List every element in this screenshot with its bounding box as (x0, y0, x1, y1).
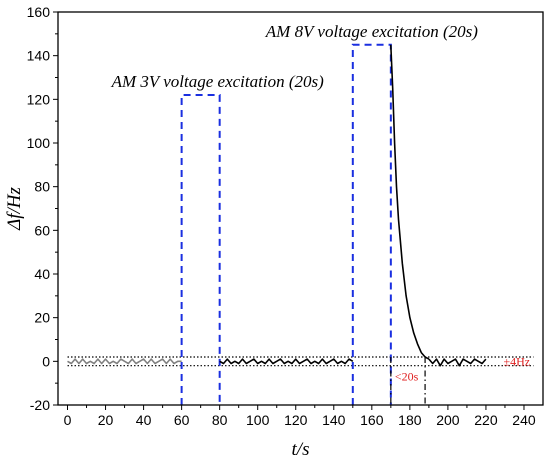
series-layer (67, 44, 487, 367)
annotation-layer: AM 3V voltage excitation (20s) AM 8V vol… (111, 22, 530, 384)
x-tick-label-5: 100 (246, 412, 270, 428)
series-line-2 (219, 358, 354, 365)
plot-frame (57, 11, 544, 406)
y-tick-label-1: 0 (42, 353, 50, 369)
axes: 0 20 40 60 80 100 120 140 160 180 200 220 240 -20 0 20 4… (27, 4, 544, 428)
x-tick-label-7: 140 (322, 412, 346, 428)
x-axis-title: t/s (292, 439, 310, 460)
x-tick-label-8: 160 (360, 412, 384, 428)
y-tick-label-5: 80 (34, 179, 50, 195)
x-tick-label-6: 120 (284, 412, 308, 428)
x-tick-label-4: 80 (212, 412, 228, 428)
y-tick-label-8: 140 (27, 48, 51, 64)
y-tick-label-9: 160 (27, 4, 51, 20)
y-tick-label-3: 40 (34, 266, 50, 282)
x-tick-label-10: 200 (436, 412, 460, 428)
excitation-box-1 (180, 93, 221, 405)
plot-area (67, 43, 534, 405)
series-line-4 (428, 358, 487, 367)
excitation-box-2 (351, 43, 392, 405)
x-tick-label-0: 0 (64, 412, 72, 428)
x-tick-label-1: 20 (98, 412, 114, 428)
x-tick-label-2: 40 (136, 412, 152, 428)
y-tick-label-6: 100 (27, 135, 51, 151)
x-tick-label-11: 220 (474, 412, 498, 428)
duration-label: <20s (395, 370, 419, 384)
y-tick-label-0: -20 (30, 397, 50, 413)
y-axis-title: Δf/Hz (4, 186, 25, 230)
x-tick-label-12: 240 (512, 412, 536, 428)
tolerance-label: ±4Hz (503, 354, 530, 368)
series-line-1 (67, 358, 182, 365)
series-line-3 (390, 44, 430, 360)
y-tick-label-2: 20 (34, 310, 50, 326)
box-1-label: AM 3V voltage excitation (20s) (111, 72, 324, 91)
box-2-label: AM 8V voltage excitation (20s) (265, 22, 478, 41)
x-tick-label-3: 60 (174, 412, 190, 428)
x-tick-label-9: 180 (398, 412, 422, 428)
y-tick-label-7: 120 (27, 91, 51, 107)
y-tick-label-4: 60 (34, 222, 50, 238)
